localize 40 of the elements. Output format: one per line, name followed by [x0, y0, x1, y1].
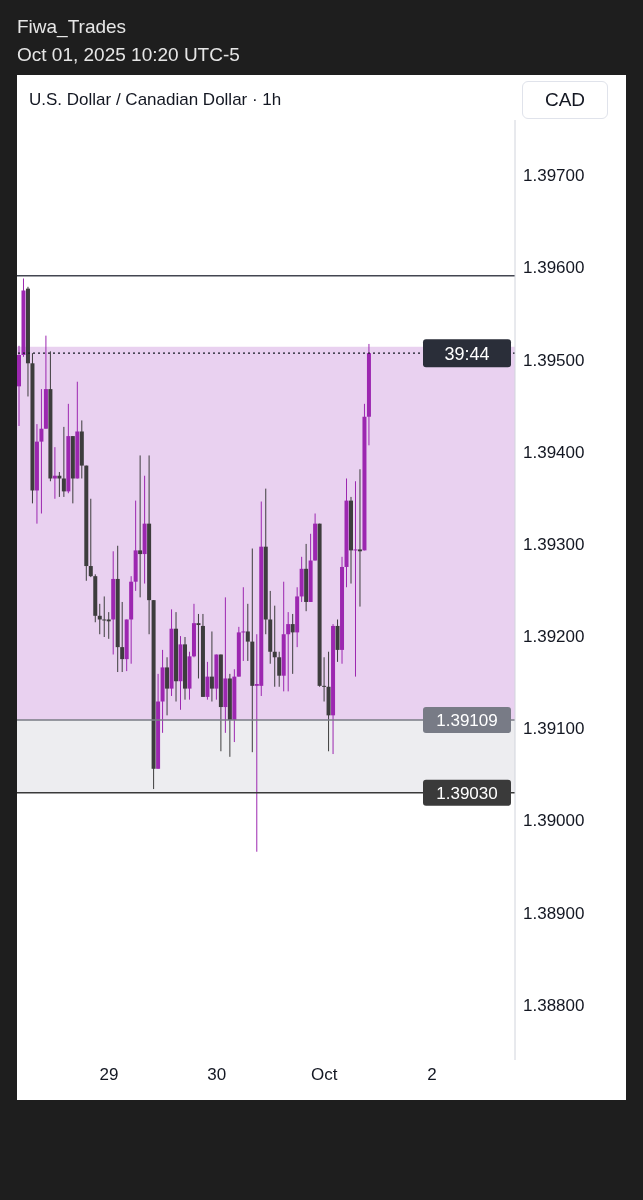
x-tick-label: 30	[207, 1065, 227, 1085]
candlestick	[286, 611, 291, 692]
candlestick	[196, 613, 201, 679]
candlestick	[272, 605, 277, 688]
candlestick	[165, 656, 170, 716]
candlestick	[357, 468, 362, 608]
candlestick	[353, 480, 358, 678]
candlestick	[120, 601, 125, 673]
y-tick-label: 1.39100	[523, 719, 585, 739]
ref-line-label: 1.39030	[436, 783, 498, 803]
candlestick	[209, 630, 214, 703]
x-tick-label: Oct	[311, 1065, 338, 1085]
y-tick-label: 1.39600	[523, 258, 585, 278]
candlestick	[138, 454, 143, 598]
text: Fiwa_Trades	[17, 16, 127, 38]
candlestick	[277, 651, 282, 688]
chart-title: U.S. Dollar / Canadian Dollar · 1h	[29, 90, 282, 110]
candlestick	[290, 613, 295, 675]
text: Oct 01, 2025 10:20 UTC-5	[17, 44, 240, 66]
y-tick-label: 1.39700	[523, 166, 585, 186]
y-tick-label: 1.39400	[523, 442, 585, 462]
y-tick-label: 1.39500	[523, 350, 585, 370]
candlestick	[205, 661, 210, 701]
candlestick	[335, 618, 340, 663]
candlestick	[88, 498, 93, 578]
y-tick-label: 1.39300	[523, 534, 585, 554]
x-tick-label: 2	[427, 1065, 437, 1085]
x-tick-label: 29	[99, 1065, 119, 1085]
y-tick-label: 1.38900	[523, 903, 585, 923]
ref-line-label: 1.39109	[436, 710, 498, 730]
candlestick	[106, 611, 111, 640]
candlestick	[241, 586, 246, 662]
candlestick	[245, 603, 250, 662]
candlestick	[61, 426, 66, 498]
annotation: 39:44	[444, 344, 490, 365]
y-tick-label: 1.38800	[523, 995, 585, 1015]
y-tick-label: 1.39200	[523, 627, 585, 647]
candlestick	[102, 595, 107, 638]
y-tick-label: 1.39000	[523, 811, 585, 831]
y-axis-title: CAD	[522, 81, 608, 119]
